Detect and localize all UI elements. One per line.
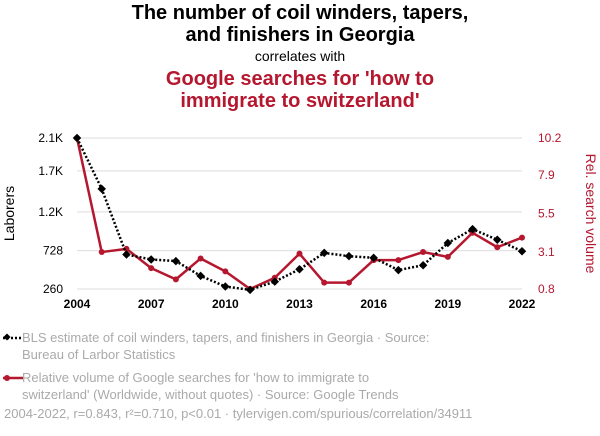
series2-point	[172, 276, 179, 283]
chart-title-line1: The number of coil winders, tapers,	[131, 2, 469, 24]
legend-series1-line2: Bureau of Larbor Statistics	[22, 347, 176, 362]
x-tick-label: 2010	[212, 297, 239, 311]
right-tick-label: 3.1	[538, 245, 555, 259]
series1-point	[468, 224, 477, 234]
y-axis-right-label: Rel. search volume	[583, 154, 599, 274]
series1-point	[171, 256, 181, 266]
left-tick-label: 728	[43, 244, 63, 258]
series1-point	[418, 260, 428, 270]
x-tick-label: 2019	[434, 297, 461, 311]
series2-point	[197, 255, 204, 262]
left-tick-label: 1.7K	[38, 164, 63, 178]
series1-point	[369, 253, 378, 263]
series2-point	[321, 279, 328, 286]
series1-point	[97, 184, 106, 194]
series1-point	[221, 282, 230, 291]
legend-series2: Relative volume of Google searches for '…	[22, 369, 582, 403]
footer-stats: 2004-2022, r=0.843, r²=0.710, p<0.01 · t…	[4, 406, 473, 421]
left-tick-label: 2.1K	[38, 131, 63, 145]
legend-series2-line2: switzerland' (Worldwide, without quotes)…	[22, 387, 399, 402]
chart-subtitle: Google searches for 'how to immigrate to…	[0, 68, 600, 112]
series2-point	[395, 257, 402, 264]
right-tick-label: 0.8	[538, 282, 555, 296]
series1-point	[517, 247, 527, 256]
series2-point	[444, 253, 451, 260]
series1-point	[394, 265, 403, 275]
series2-point	[222, 268, 229, 275]
right-tick-label: 10.2	[538, 131, 562, 145]
y-axis-left-label: Laborers	[1, 186, 17, 241]
chart-title-line2: and finishers in Georgia	[185, 24, 415, 46]
series1-point	[72, 133, 82, 143]
series2-point	[98, 249, 105, 256]
chart-subtitle-line2: immigrate to switzerland'	[180, 90, 420, 112]
legend-icon-series1	[3, 333, 23, 341]
legend-series2-line1: Relative volume of Google searches for '…	[22, 370, 370, 385]
x-tick-label: 2013	[286, 297, 313, 311]
series1-point	[493, 235, 502, 245]
series1-point	[443, 238, 453, 248]
series1-point	[196, 271, 205, 281]
legend-icon-series2	[3, 375, 23, 381]
series2-point	[420, 249, 427, 256]
x-tick-label: 2016	[360, 297, 387, 311]
right-tick-label: 5.5	[538, 207, 555, 221]
x-tick-label: 2007	[138, 297, 165, 311]
series1-point	[295, 265, 304, 274]
x-tick-label: 2022	[509, 297, 536, 311]
chart-subtitle-line1: Google searches for 'how to	[165, 68, 435, 90]
left-tick-label: 260	[43, 282, 63, 296]
correlates-label: correlates with	[254, 48, 346, 64]
series1-point	[270, 277, 280, 286]
series2-point	[345, 279, 352, 286]
series1-point	[245, 285, 255, 295]
right-tick-label: 7.9	[538, 168, 555, 182]
series1-point	[146, 255, 156, 264]
series2-point	[519, 234, 525, 241]
line-chart: 260 728 1.2K 1.7K 2.1K 0.8 3.1 5.5 7.9 10.2 2004 20…	[1, 131, 599, 311]
left-tick-label: 1.2K	[38, 205, 63, 219]
series2-point	[494, 244, 501, 251]
series1-point	[319, 248, 329, 258]
series2-point	[123, 245, 130, 252]
x-tick-label: 2004	[64, 297, 91, 311]
series2-point	[148, 265, 155, 272]
series1-point	[344, 251, 354, 261]
legend-series1: BLS estimate of coil winders, tapers, an…	[22, 329, 582, 363]
legend-series1-line1: BLS estimate of coil winders, tapers, an…	[22, 330, 430, 345]
series2-point	[296, 250, 303, 257]
chart-title: The number of coil winders, tapers, and …	[0, 2, 600, 46]
